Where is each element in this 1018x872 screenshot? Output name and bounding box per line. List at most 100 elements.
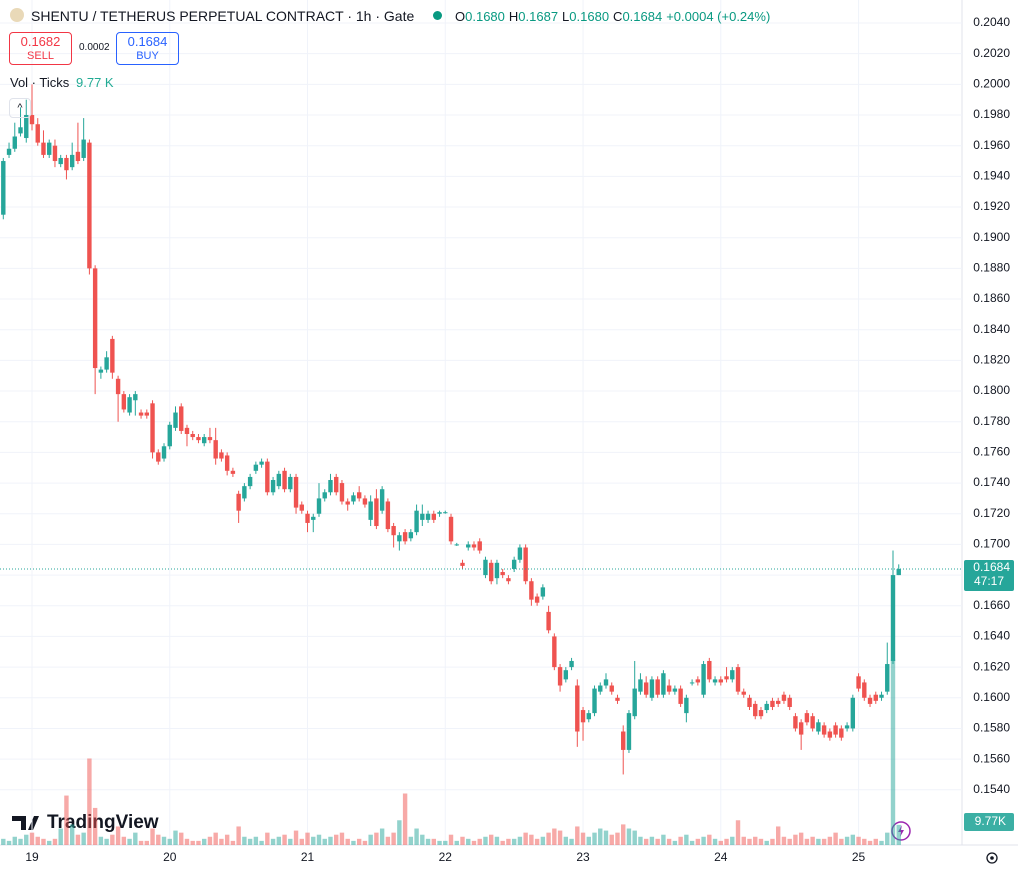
volume-bar xyxy=(626,828,632,845)
x-tick-label: 21 xyxy=(301,850,315,864)
candle-body xyxy=(730,670,735,680)
volume-bar xyxy=(64,795,69,845)
volume-bar xyxy=(609,834,614,845)
candle-body xyxy=(534,596,540,603)
alert-bolt xyxy=(898,825,904,837)
y-tick-label: 0.1640 xyxy=(973,629,1010,643)
volume-bar xyxy=(81,832,86,845)
candle-body xyxy=(741,691,746,695)
volume-bar xyxy=(506,838,511,845)
volume-bar xyxy=(173,830,178,845)
volume-bar xyxy=(184,838,190,845)
y-tick-label: 0.1840 xyxy=(973,322,1010,336)
settings-icon[interactable] xyxy=(986,852,998,864)
candle-body xyxy=(144,412,149,416)
y-tick-label: 0.2020 xyxy=(973,46,1010,60)
volume-bar xyxy=(47,840,52,845)
candle-body xyxy=(362,498,368,505)
volume-bar xyxy=(643,838,649,845)
candle-body xyxy=(885,664,890,692)
candle-body xyxy=(288,476,293,490)
candle-body xyxy=(305,513,310,523)
candle-body xyxy=(672,688,678,692)
volume-bar xyxy=(104,838,109,845)
volume-bar xyxy=(368,834,373,845)
volume-bar xyxy=(1,838,6,845)
candle-body xyxy=(511,559,517,569)
gear-hub xyxy=(990,856,994,860)
volume-bar xyxy=(776,826,781,845)
y-tick-label: 0.1580 xyxy=(973,721,1010,735)
volume-bar xyxy=(420,834,425,845)
volume-bar xyxy=(247,838,253,845)
volume-bar xyxy=(896,824,901,845)
volume-bar xyxy=(339,832,345,845)
candle-body xyxy=(236,493,241,511)
candle-body xyxy=(173,412,178,428)
ohlc-key: L xyxy=(562,9,570,24)
volume-bar xyxy=(144,840,149,845)
ohlc-value: 0.1684 xyxy=(622,9,663,24)
buy-button[interactable]: 0.1684 BUY xyxy=(116,32,179,65)
candle-body xyxy=(839,728,844,738)
y-tick-label: 0.1700 xyxy=(973,537,1010,551)
y-tick-label: 0.1820 xyxy=(973,353,1010,367)
ohlc-value: 0.1680 xyxy=(465,9,505,24)
sell-button[interactable]: 0.1682 SELL xyxy=(9,32,72,65)
candle-body xyxy=(701,664,706,695)
volume-bar xyxy=(586,836,591,845)
candle-body xyxy=(816,722,821,732)
candle-body xyxy=(104,357,109,370)
candle-body xyxy=(242,486,247,499)
y-tick-label: 0.1860 xyxy=(973,291,1010,305)
candle-body xyxy=(224,455,230,471)
volume-bar xyxy=(563,836,569,845)
candle-body xyxy=(718,679,723,683)
volume-bar xyxy=(213,832,218,845)
candle-body xyxy=(81,139,86,158)
candle-body xyxy=(529,581,534,600)
candle-body xyxy=(6,148,12,155)
candle-body xyxy=(661,673,666,695)
volume-bar xyxy=(856,836,861,845)
volume-bar xyxy=(781,836,787,845)
volume-bar xyxy=(133,832,138,845)
y-tick-label: 0.1660 xyxy=(973,598,1010,612)
volume-bar xyxy=(288,838,293,845)
ohlc-legend: O0.1680 H0.1687 L0.1680 C0.1684 +0.0004 (+0.… xyxy=(455,9,774,24)
buy-price: 0.1684 xyxy=(127,34,168,49)
volume-bar xyxy=(443,840,448,845)
candle-body xyxy=(431,513,436,520)
candle-body xyxy=(563,670,569,680)
volume-bar xyxy=(804,838,810,845)
last-price-label: 0.1684 xyxy=(973,560,1010,574)
candle-body xyxy=(781,694,787,701)
y-tick-label: 0.1720 xyxy=(973,506,1010,520)
candle-body xyxy=(437,512,442,514)
candle-body xyxy=(52,145,58,162)
candle-body xyxy=(867,697,873,704)
candle-body xyxy=(466,544,471,548)
volume-bar xyxy=(867,840,873,845)
symbol-title[interactable]: SHENTU / TETHERUS PERPETUAL CONTRACT · 1… xyxy=(31,8,415,24)
volume-bar xyxy=(621,824,626,845)
candle-body xyxy=(557,667,563,686)
volume-bar xyxy=(127,838,132,845)
candle-body xyxy=(471,544,477,548)
candle-body xyxy=(265,461,270,493)
volume-bar xyxy=(615,832,620,845)
price-change: +0.0004 (+0.24%) xyxy=(666,9,771,24)
collapse-button[interactable]: ^ xyxy=(9,98,31,118)
candle-body xyxy=(190,434,195,438)
candle-body xyxy=(299,504,304,511)
candle-body xyxy=(385,501,391,530)
x-tick-label: 25 xyxy=(852,850,866,864)
spread: 0.0002 xyxy=(79,42,110,53)
candle-body xyxy=(127,397,132,413)
volume-bar xyxy=(293,830,299,845)
candle-body xyxy=(213,440,218,459)
volume-bar xyxy=(190,840,195,845)
candle-body xyxy=(643,682,649,695)
volume-bar xyxy=(374,832,379,845)
volume-bar xyxy=(276,836,282,845)
